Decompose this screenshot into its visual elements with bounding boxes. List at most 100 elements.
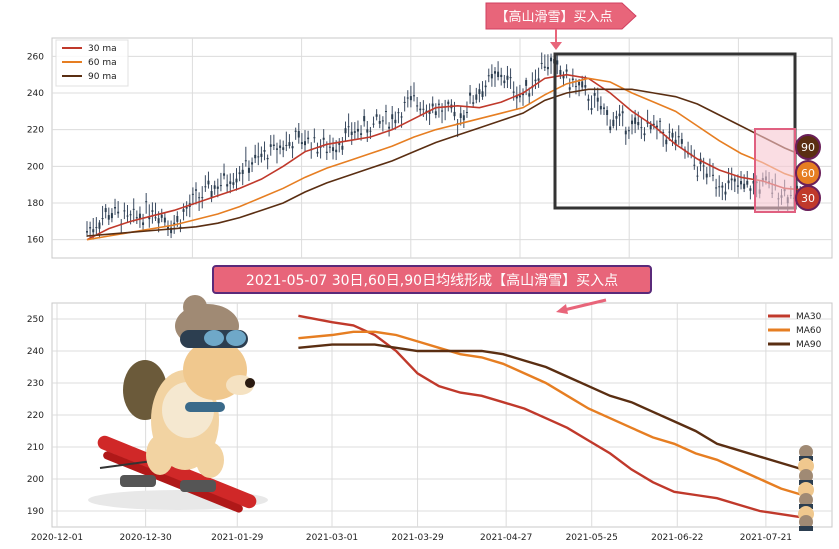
candle-body [581, 81, 584, 88]
candle-body [546, 66, 549, 70]
candle-body [568, 87, 571, 90]
candle-body [378, 121, 381, 124]
candle-body [565, 69, 568, 72]
candle-body [191, 193, 194, 195]
candle-body [459, 113, 462, 118]
candle-body [204, 186, 207, 188]
candle-body [300, 142, 303, 145]
candle-body [210, 190, 213, 198]
candle-body [550, 57, 553, 62]
candle-body [409, 96, 412, 101]
bottom-ma-line-MA30 [298, 314, 803, 519]
candle-body [247, 167, 250, 173]
candle-body [715, 187, 718, 189]
top-legend-label: 60 ma [88, 58, 117, 68]
top-legend-label: 90 ma [88, 72, 117, 82]
ma-badge-label: 90 [801, 141, 815, 154]
candle-body [590, 108, 593, 110]
candle-body [142, 222, 145, 226]
buy-point-callout: 【高山滑雪】买入点 [485, 2, 637, 50]
bottom-x-axis: 2020-12-01 2020-12-30 2021-01-29 2021-03-01… [31, 533, 792, 543]
bottom-x-tick-label: 2020-12-30 [119, 533, 172, 543]
candle-body [447, 101, 450, 105]
candle-body [687, 153, 690, 155]
candle-body [730, 178, 733, 181]
candle-body [319, 146, 322, 148]
candle-body [465, 112, 468, 114]
candle-body [366, 129, 369, 133]
candle-body [612, 119, 615, 126]
bottom-x-tick-label: 2021-05-25 [566, 533, 618, 543]
candle-body [388, 126, 391, 129]
candle-body [304, 141, 307, 146]
candle-body [157, 218, 160, 224]
candle-body [316, 151, 319, 154]
candle-body [260, 153, 263, 157]
candle-body [746, 180, 749, 185]
candle-body [680, 139, 683, 144]
candle-body [718, 186, 721, 188]
pink-zone [754, 128, 796, 213]
candle-body [154, 217, 157, 219]
candle-body [503, 80, 506, 84]
candle-body [609, 126, 612, 131]
candle-body [640, 127, 643, 129]
candle-body [634, 117, 637, 124]
candle-body [562, 75, 565, 79]
candle-body [416, 105, 419, 107]
candle-body [543, 66, 546, 68]
candle-body [129, 214, 132, 216]
candle-body [325, 151, 328, 154]
bottom-x-tick-label: 2021-07-21 [740, 533, 792, 543]
candle-body [207, 180, 210, 185]
bottom-x-tick-label: 2020-12-01 [31, 533, 83, 543]
top-ma-line-90ma [86, 88, 807, 237]
candle-body [272, 144, 275, 147]
candle-body [649, 124, 652, 130]
candle-body [198, 197, 201, 199]
candle-body [241, 169, 244, 174]
candle-body [540, 62, 543, 64]
candle-body [275, 148, 278, 150]
candle-body [356, 128, 359, 132]
candle-body [481, 91, 484, 97]
candle-body [749, 188, 752, 191]
candle-body [282, 147, 285, 150]
candle-body [512, 91, 515, 93]
candle-body [428, 109, 431, 115]
candle-body [266, 157, 269, 160]
candle-body [627, 130, 630, 132]
bottom-y-axis: 190 200 210 220 230 240 250 [27, 315, 44, 517]
bottom-y-tick-label: 250 [27, 315, 44, 325]
candle-body [615, 116, 618, 119]
candle-body [344, 128, 347, 134]
candle-body [251, 162, 254, 165]
candle-body [166, 226, 169, 229]
candle-body [665, 139, 668, 145]
top-ma-line-60ma [86, 77, 807, 241]
bottom-legend-label: MA90 [796, 340, 822, 350]
top-plot-frame [51, 37, 833, 259]
candle-body [727, 180, 730, 184]
candle-body [643, 133, 646, 136]
candle-body [596, 97, 599, 102]
candle-body [475, 94, 478, 100]
top-y-tick-label: 220 [27, 126, 44, 136]
candle-body [173, 222, 176, 225]
candle-body [618, 113, 621, 117]
bottom-ma-lines [298, 314, 803, 519]
mini-skiers-illustration [798, 445, 814, 531]
buy-point-label: 【高山滑雪】买入点 [495, 9, 612, 25]
candle-body [347, 126, 350, 128]
candle-body [338, 141, 341, 145]
top-legend-label: 30 ma [88, 44, 117, 54]
candle-body [114, 206, 117, 209]
candle-body [160, 214, 163, 218]
ma-badge-label: 60 [801, 167, 815, 180]
candle-body [478, 89, 481, 95]
candle-body [659, 120, 662, 122]
candle-body [652, 123, 655, 126]
candle-body [235, 178, 238, 183]
candle-body [372, 123, 375, 125]
